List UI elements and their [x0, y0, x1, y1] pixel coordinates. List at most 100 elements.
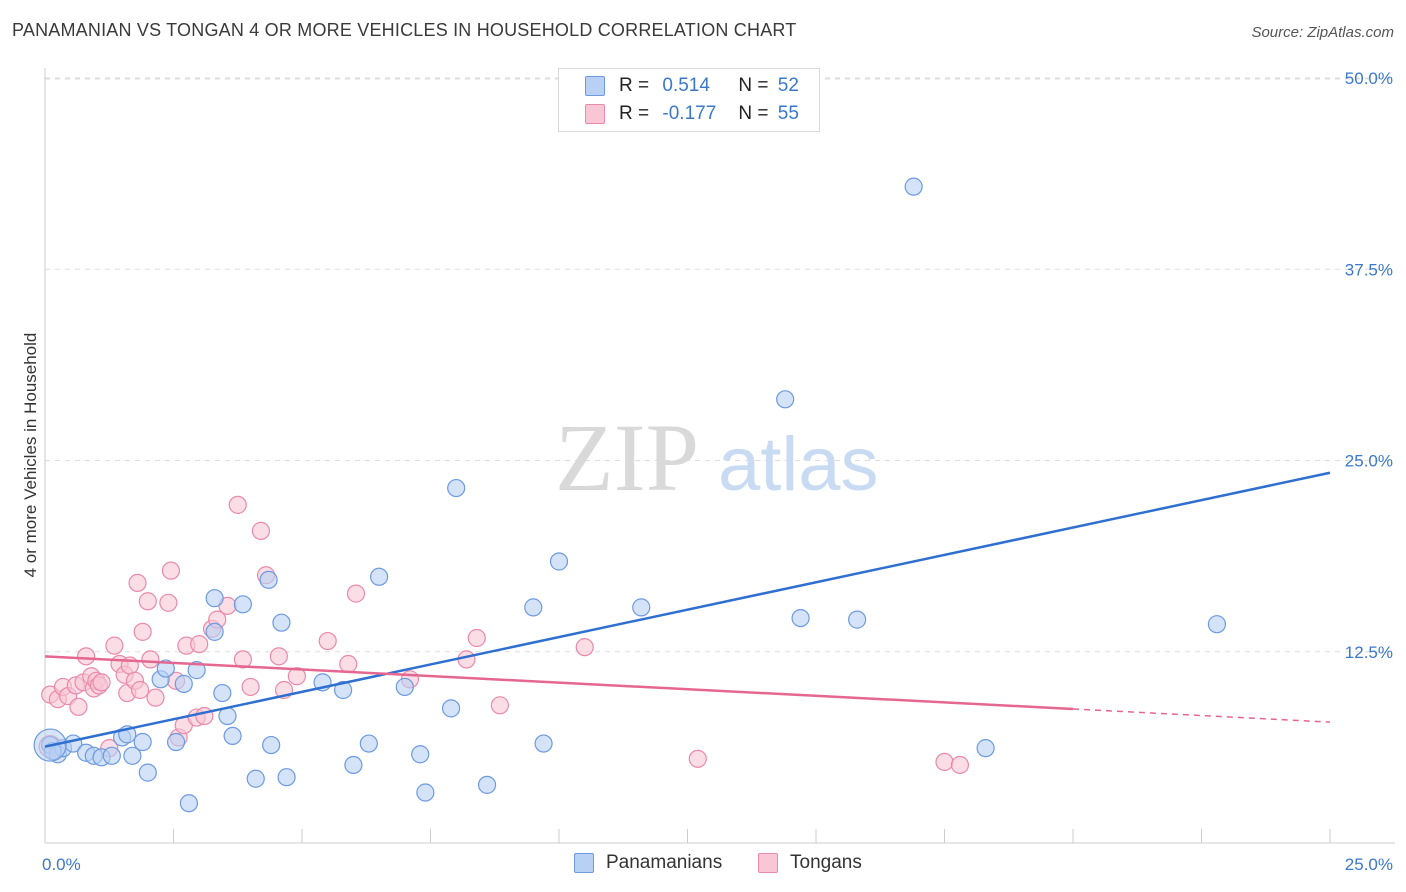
legend-n-value: 55	[777, 103, 799, 124]
panamanian-point	[524, 598, 543, 617]
source-credit: Source: ZipAtlas.com	[1251, 24, 1394, 41]
tongan-point	[133, 622, 152, 641]
tongan-point	[950, 755, 970, 775]
legend-n-label: N =	[738, 103, 769, 124]
legend-item-panamanians: Panamanians	[574, 852, 722, 874]
tongans-points	[38, 495, 970, 775]
tongan-point	[457, 650, 476, 669]
tongan-point	[105, 636, 124, 655]
panamanian-point	[447, 478, 466, 498]
x-tick-labels: 0.0% 25.0%	[42, 855, 1393, 874]
legend-r-label: R =	[619, 103, 650, 124]
panamanian-point	[179, 794, 199, 813]
legend-swatch-tongans	[758, 853, 778, 873]
tongan-point	[141, 650, 160, 669]
panamanian-point	[976, 739, 995, 758]
panamanian-point	[138, 763, 157, 782]
tongan-point	[346, 584, 366, 603]
panamanian-point	[441, 699, 461, 718]
y-tick-label: 50.0%	[1345, 69, 1393, 88]
panamanian-point	[166, 732, 186, 752]
panamanian-point	[187, 661, 206, 680]
legend-r-value: -0.177	[662, 103, 717, 124]
panamanian-point	[213, 683, 232, 703]
panamanian-point	[277, 768, 296, 787]
panamanian-point	[1207, 615, 1227, 634]
legend-swatch-panamanians	[574, 853, 594, 873]
watermark-zip: ZIP	[555, 404, 699, 511]
legend-row-panamanians: R = 0.514 N = 52	[585, 73, 799, 99]
y-tick-label: 12.5%	[1345, 643, 1393, 662]
panamanian-point	[133, 732, 152, 752]
panamanian-point	[246, 769, 265, 788]
tongan-point	[241, 677, 260, 697]
panamanian-point	[205, 589, 224, 608]
tongan-point	[161, 561, 181, 580]
tongan-point	[467, 628, 486, 648]
panamanian-point	[411, 745, 430, 764]
y-tick-labels: 12.5% 25.0% 37.5% 50.0%	[1345, 69, 1393, 662]
watermark-atlas: atlas	[718, 422, 879, 507]
panamanian-point	[223, 726, 242, 746]
panamanian-point	[370, 567, 389, 586]
tongan-point	[575, 638, 594, 657]
panamanian-point	[395, 677, 414, 697]
legend-r-label: R =	[619, 75, 650, 96]
panamanian-point	[233, 595, 252, 614]
tongan-point	[688, 749, 707, 768]
tongan-point	[146, 688, 165, 707]
legend-swatch-panamanians	[585, 76, 605, 96]
legend-label-panamanians: Panamanians	[606, 852, 723, 873]
trend-line-tongans	[44, 655, 1074, 711]
panamanian-point	[259, 570, 278, 589]
tongan-point	[138, 592, 157, 611]
gridlines	[45, 77, 1395, 653]
panamanians-points	[33, 177, 1227, 813]
panamanian-point	[791, 608, 810, 628]
panamanian-point	[344, 755, 363, 775]
tongan-point	[287, 667, 306, 686]
tongan-point	[77, 647, 96, 666]
x-tick-label: 25.0%	[1345, 855, 1393, 874]
series-legend: Panamanians Tongans	[0, 852, 1406, 876]
tongan-point	[130, 680, 150, 700]
panamanian-point	[262, 735, 281, 755]
tongan-point	[339, 654, 358, 674]
panamanian-point	[334, 680, 353, 700]
y-axis-title: 4 or more Vehicles in Household	[21, 333, 40, 578]
tongan-point	[233, 650, 252, 669]
axes	[44, 68, 1395, 844]
tongan-point	[318, 631, 337, 651]
legend-label-tongans: Tongans	[790, 852, 862, 873]
legend-n-value: 52	[777, 75, 799, 96]
panamanian-point	[174, 674, 193, 693]
panamanian-point	[632, 598, 651, 617]
panamanian-point	[549, 552, 569, 571]
tongan-point	[935, 752, 954, 772]
x-tick-label: 0.0%	[42, 855, 81, 874]
tongan-point	[269, 647, 288, 666]
y-tick-label: 37.5%	[1345, 260, 1393, 279]
tongan-point	[228, 495, 247, 514]
tongan-point	[69, 697, 88, 716]
trend-lines	[44, 471, 1331, 748]
panamanian-point	[205, 622, 224, 641]
panamanian-point	[477, 775, 497, 794]
tongan-point	[92, 673, 111, 692]
legend-row-tongans: R = -0.177 N = 55	[585, 101, 799, 127]
panamanian-point	[272, 613, 291, 632]
zipatlas-watermark: ZIP atlas	[555, 404, 879, 511]
tongan-point	[195, 706, 214, 726]
panamanian-point	[359, 734, 378, 753]
trend-line-panamanians	[44, 471, 1331, 748]
panamanian-point	[848, 610, 867, 629]
stats-legend: R = 0.514 N = 52 R = -0.177 N = 55	[558, 68, 820, 132]
legend-item-tongans: Tongans	[758, 852, 862, 874]
panamanian-point	[534, 734, 553, 753]
panamanian-point	[102, 746, 121, 765]
panamanian-point	[416, 783, 435, 802]
panamanian-point	[904, 177, 923, 196]
panamanian-point	[156, 659, 175, 678]
legend-n-label: N =	[738, 75, 769, 96]
